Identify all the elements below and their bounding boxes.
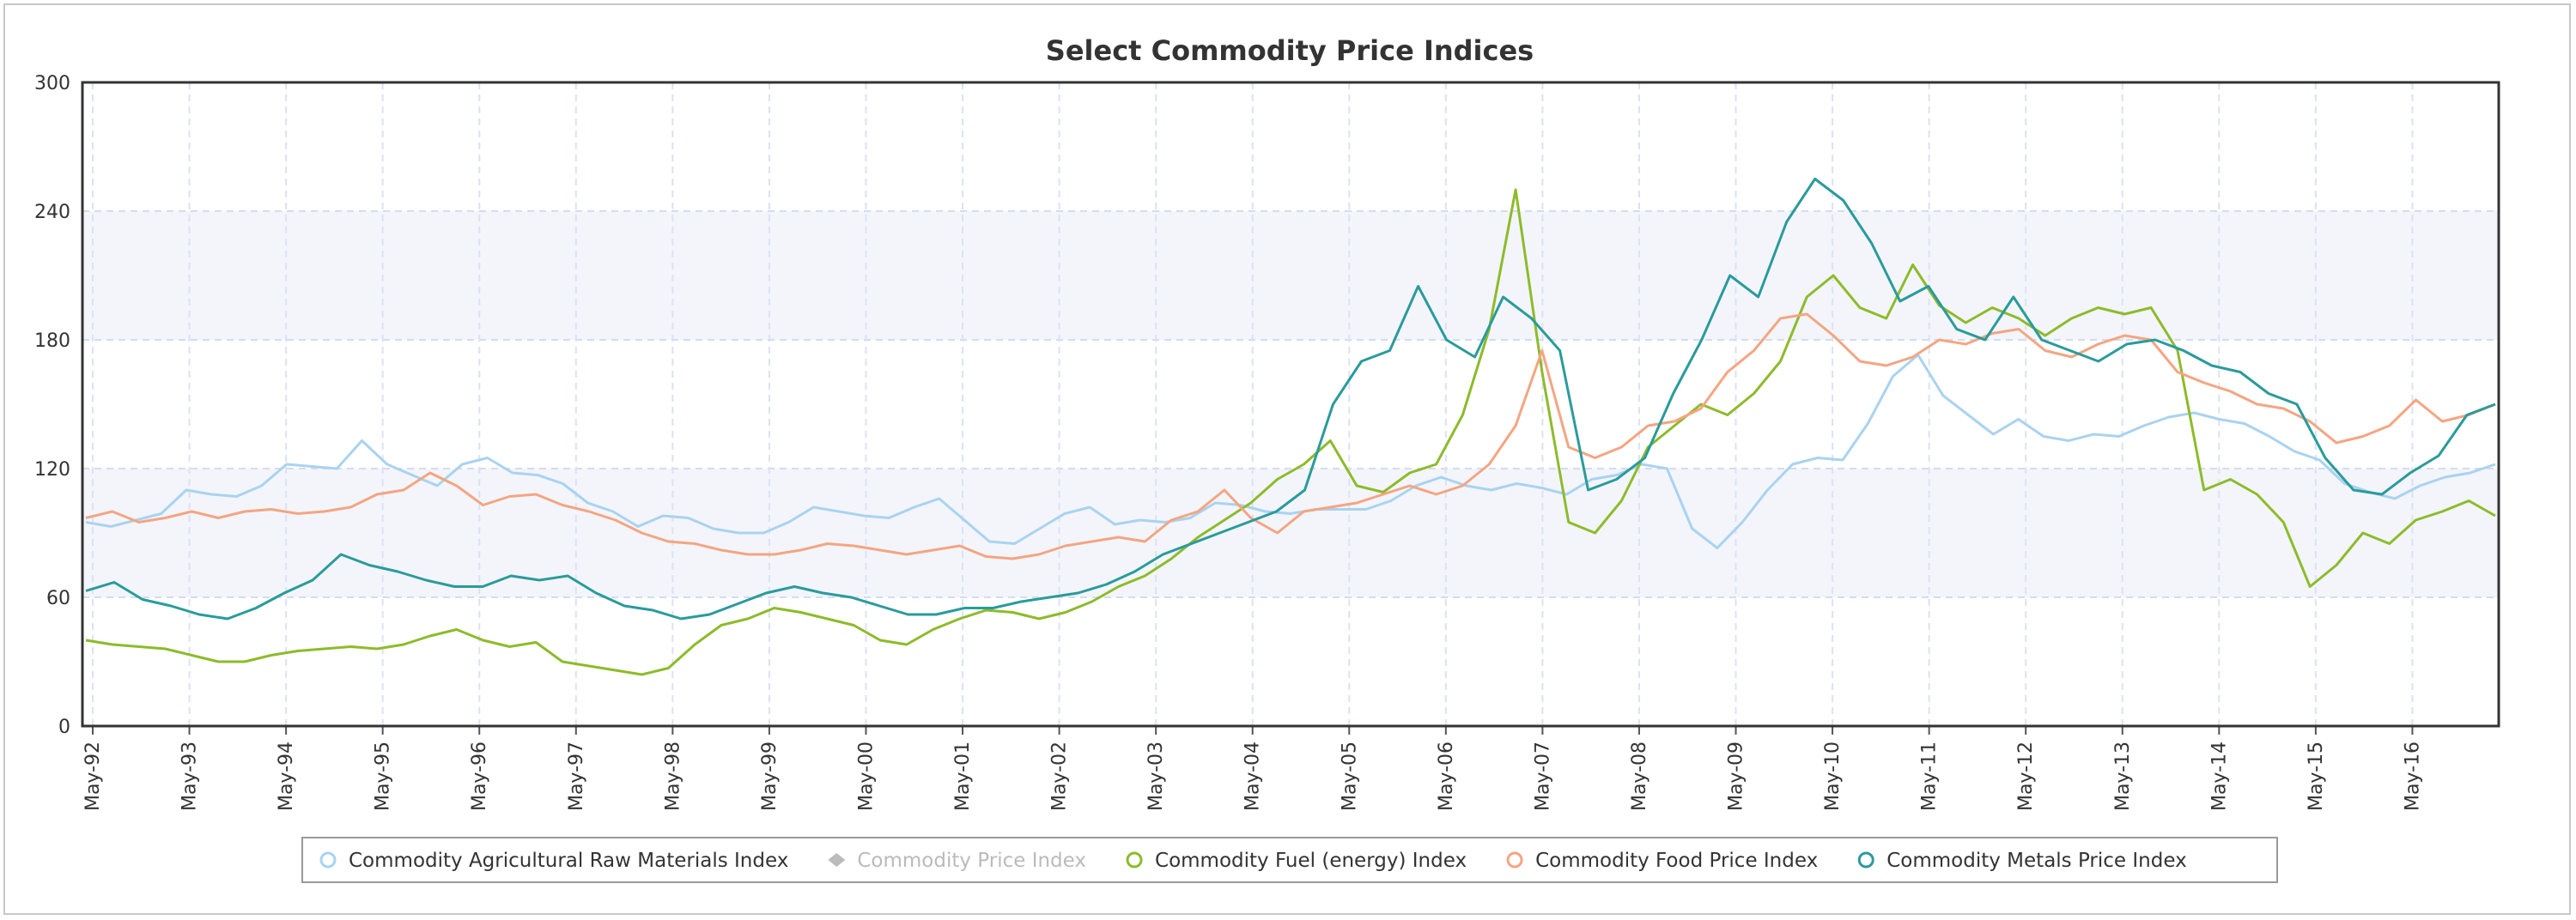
grid-lines	[82, 82, 2499, 726]
legend-item-4[interactable]: Commodity Metals Price Index	[1857, 850, 2187, 872]
legend-box	[301, 837, 2278, 883]
legend-item-0[interactable]: Commodity Agricultural Raw Materials Ind…	[319, 850, 788, 872]
y-tick-label-1: 60	[46, 588, 70, 609]
x-tick-label-9: May-01	[952, 741, 974, 811]
chart-frame	[3, 3, 2571, 915]
x-tick-label-0: May-92	[82, 741, 104, 811]
series-line-0	[85, 354, 2496, 549]
plot-area-border	[81, 81, 2500, 728]
x-tick-label-3: May-95	[373, 741, 394, 811]
legend-item-3[interactable]: Commodity Food Price Index	[1506, 850, 1818, 872]
x-tick-label-6: May-98	[662, 741, 683, 811]
legend-label: Commodity Metals Price Index	[1886, 850, 2186, 872]
x-tick-label-22: May-14	[2208, 741, 2230, 811]
x-tick-label-8: May-00	[855, 741, 877, 811]
x-tick-label-19: May-11	[1919, 741, 1941, 811]
y-tick-label-0: 0	[58, 717, 70, 738]
x-tick-label-16: May-08	[1629, 741, 1650, 811]
y-tick-label-3: 180	[34, 330, 70, 352]
y-tick-label-5: 300	[34, 73, 70, 94]
x-axis-ticks: May-92 May-93 May-94 May-95 May-96 May-97 May-…	[82, 726, 2423, 811]
legend-label: Commodity Agricultural Raw Materials Ind…	[349, 850, 788, 872]
x-tick-label-23: May-15	[2306, 741, 2327, 811]
x-tick-label-20: May-12	[2015, 741, 2037, 811]
y-tick-label-4: 240	[34, 202, 70, 223]
series-line-3	[85, 312, 2496, 560]
x-tick-label-14: May-06	[1436, 741, 1457, 811]
x-tick-label-12: May-04	[1242, 741, 1264, 811]
x-tick-label-17: May-09	[1726, 741, 1747, 811]
x-tick-label-1: May-93	[179, 741, 201, 811]
series-lines	[85, 178, 2496, 676]
legend-marker-icon	[828, 853, 846, 867]
legend-item-1[interactable]: Commodity Price Index	[828, 850, 1086, 872]
x-tick-label-24: May-16	[2402, 741, 2423, 811]
x-tick-label-4: May-96	[469, 741, 490, 811]
legend-marker-icon	[319, 851, 337, 869]
legend-marker-icon	[1857, 851, 1874, 869]
legend-label: Commodity Fuel (energy) Index	[1155, 850, 1467, 872]
plot-bands	[82, 211, 2499, 597]
legend-marker-icon	[1506, 851, 1523, 869]
legend-marker-icon	[1126, 851, 1143, 869]
legend-item-2[interactable]: Commodity Fuel (energy) Index	[1126, 850, 1467, 872]
plot-band-0	[82, 469, 2499, 597]
legend-label: Commodity Food Price Index	[1535, 850, 1818, 872]
legend: Commodity Agricultural Raw Materials Ind…	[301, 837, 2278, 883]
plot-band-1	[82, 211, 2499, 340]
x-tick-label-11: May-03	[1145, 741, 1167, 811]
legend-label: Commodity Price Index	[857, 850, 1086, 872]
x-tick-label-5: May-97	[566, 741, 587, 811]
x-tick-label-13: May-05	[1339, 741, 1360, 811]
x-tick-label-7: May-99	[759, 741, 781, 811]
x-tick-label-10: May-02	[1049, 741, 1071, 811]
series-line-2	[85, 188, 2496, 676]
chart-title: Select Commodity Price Indices	[1046, 34, 1534, 67]
x-tick-label-2: May-94	[276, 741, 297, 811]
y-axis-ticks: 0 60 120 180 240 300	[34, 73, 70, 738]
x-tick-label-21: May-13	[2112, 741, 2134, 811]
x-tick-label-15: May-07	[1532, 741, 1553, 811]
y-tick-label-2: 120	[34, 459, 70, 481]
series-line-4	[85, 178, 2496, 620]
x-tick-label-18: May-10	[1822, 741, 1844, 811]
